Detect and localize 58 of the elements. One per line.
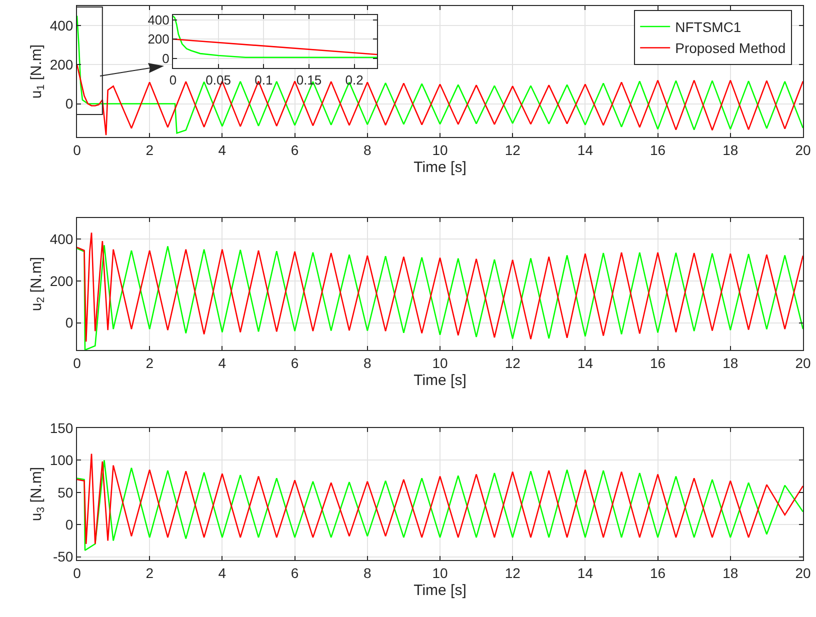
x-tick-label: 14 — [577, 354, 594, 371]
x-tick-label: 2 — [146, 142, 154, 158]
x-tick-label: 0.1 — [254, 72, 273, 88]
y-tick-label: 50 — [58, 484, 74, 500]
x-tick-label: 0.2 — [345, 72, 364, 88]
y-tick-label: -50 — [52, 548, 74, 565]
x-tick-label: 0.15 — [296, 72, 322, 88]
y-tick-label: 200 — [148, 32, 170, 47]
x-tick-label: 20 — [795, 354, 811, 371]
line-series — [77, 232, 803, 342]
x-tick-label: 18 — [722, 354, 738, 371]
x-tick-label: 4 — [218, 142, 226, 158]
line-series — [77, 64, 803, 136]
y-tick-label: 200 — [50, 272, 74, 289]
x-tick-label: 4 — [218, 564, 226, 581]
x-tick-label: 8 — [364, 564, 372, 581]
y-tick-label: 0 — [65, 314, 74, 331]
x-tick-label: 2 — [146, 564, 154, 581]
y-tick-label: 400 — [148, 12, 170, 28]
x-tick-label: 10 — [432, 564, 448, 581]
legend-label: NFTSMC1 — [675, 18, 742, 35]
line-series — [77, 15, 803, 134]
x-tick-label: 10 — [432, 142, 448, 158]
x-tick-label: 8 — [364, 354, 372, 371]
x-tick-label: 6 — [290, 564, 299, 581]
x-tick-label: 20 — [795, 142, 811, 158]
x-tick-label: 16 — [650, 564, 666, 581]
line-series — [173, 15, 377, 58]
y-tick-label: 0 — [65, 516, 74, 532]
y-tick-label: 100 — [50, 452, 74, 468]
y-tick-label: 400 — [50, 17, 74, 34]
legend-label: Proposed Method — [675, 40, 786, 56]
x-axis-title: Time [s] — [414, 158, 466, 176]
x-tick-label: 14 — [577, 564, 594, 581]
x-tick-label: 10 — [432, 354, 448, 371]
y-tick-label: 200 — [50, 56, 74, 73]
x-tick-label: 12 — [504, 354, 521, 371]
x-tick-label: 4 — [218, 354, 226, 371]
x-axis-title: Time [s] — [414, 582, 466, 599]
line-series — [77, 244, 803, 350]
x-tick-label: 2 — [146, 354, 154, 371]
x-tick-label: 12 — [504, 564, 521, 581]
x-tick-label: 18 — [722, 142, 738, 158]
x-tick-label: 0.05 — [206, 72, 231, 88]
x-axis-title: Time [s] — [414, 372, 466, 389]
y-tick-label: 400 — [50, 230, 74, 247]
x-tick-label: 8 — [364, 142, 372, 158]
y-tick-label: 150 — [50, 420, 74, 436]
x-tick-label: 16 — [650, 142, 666, 158]
x-tick-label: 6 — [290, 142, 299, 158]
y-tick-label: 0 — [65, 96, 74, 112]
x-tick-label: 6 — [290, 354, 299, 371]
x-tick-label: 16 — [650, 354, 666, 371]
x-tick-label: 18 — [722, 564, 738, 581]
y-tick-label: 0 — [162, 50, 170, 66]
x-tick-label: 14 — [577, 142, 594, 158]
x-tick-label: 20 — [795, 564, 811, 581]
x-tick-label: 12 — [504, 142, 521, 158]
